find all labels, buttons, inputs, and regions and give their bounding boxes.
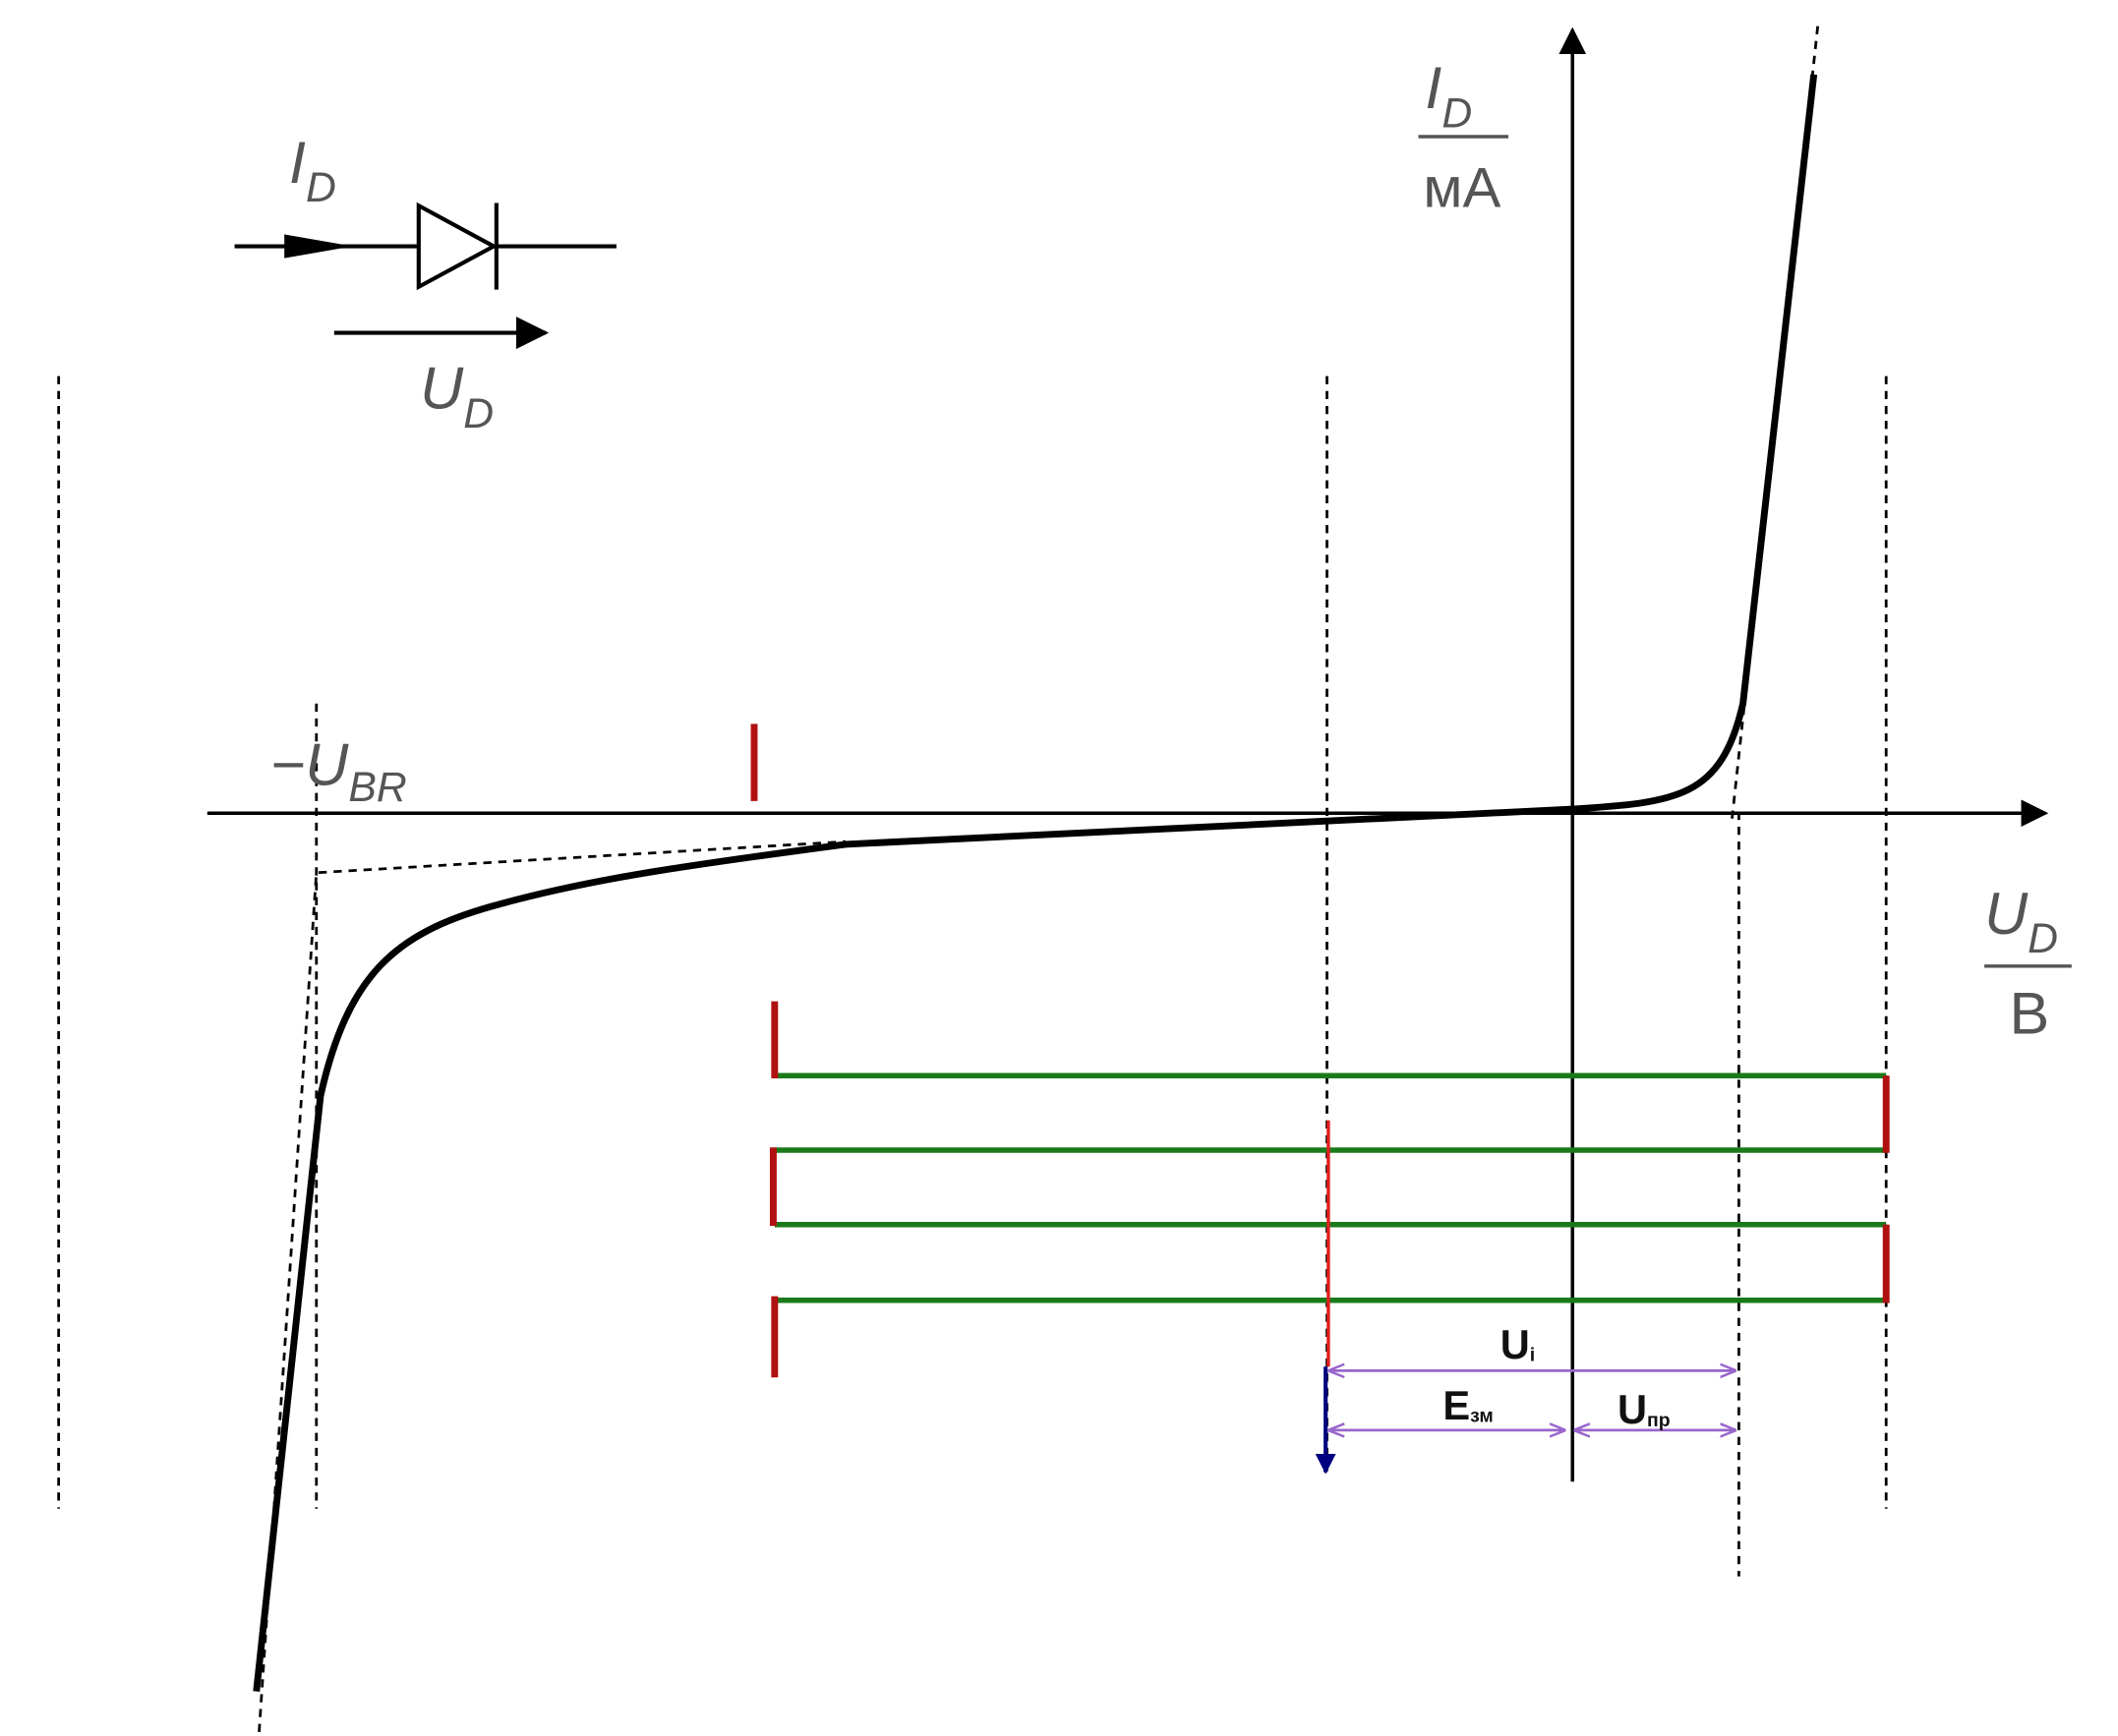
symbol: E (1442, 1382, 1470, 1428)
guides (57, 24, 1888, 1732)
symbol: I (289, 129, 306, 196)
diode-symbol (234, 202, 617, 350)
symbol: U (305, 731, 349, 798)
subscript: зм (1470, 1406, 1494, 1427)
y-axis-symbol: ID (1425, 54, 1472, 137)
symbol: I (1425, 54, 1441, 121)
subscript: BR (348, 764, 406, 811)
subscript: пр (1647, 1410, 1671, 1431)
breakdown-label: −UBR (270, 731, 407, 811)
sign: − (270, 731, 306, 798)
dimension-label: Ui (1500, 1321, 1535, 1367)
diode-current-label: ID (289, 129, 336, 211)
levels (774, 1072, 1887, 1303)
diode-voltage-label: UD (420, 355, 494, 437)
subscript: D (1441, 90, 1472, 138)
subscript: D (463, 390, 494, 437)
x-axis-symbol: UD (1984, 880, 2058, 962)
x-axis-unit: В (2009, 980, 2049, 1047)
symbol: U (1984, 880, 2029, 947)
subscript: i (1530, 1345, 1535, 1366)
symbol: U (1500, 1321, 1530, 1367)
dimension-label: Eзм (1442, 1382, 1493, 1428)
dimensions (1329, 1370, 1735, 1430)
y-axis-unit: мА (1423, 156, 1500, 220)
dimension-label: Uпр (1618, 1386, 1671, 1432)
symbol: U (420, 355, 464, 422)
markers (750, 723, 1890, 1378)
symbol: U (1618, 1386, 1647, 1432)
subscript: D (306, 164, 336, 211)
iv-curve (253, 74, 1818, 1692)
subscript: D (2028, 915, 2058, 962)
